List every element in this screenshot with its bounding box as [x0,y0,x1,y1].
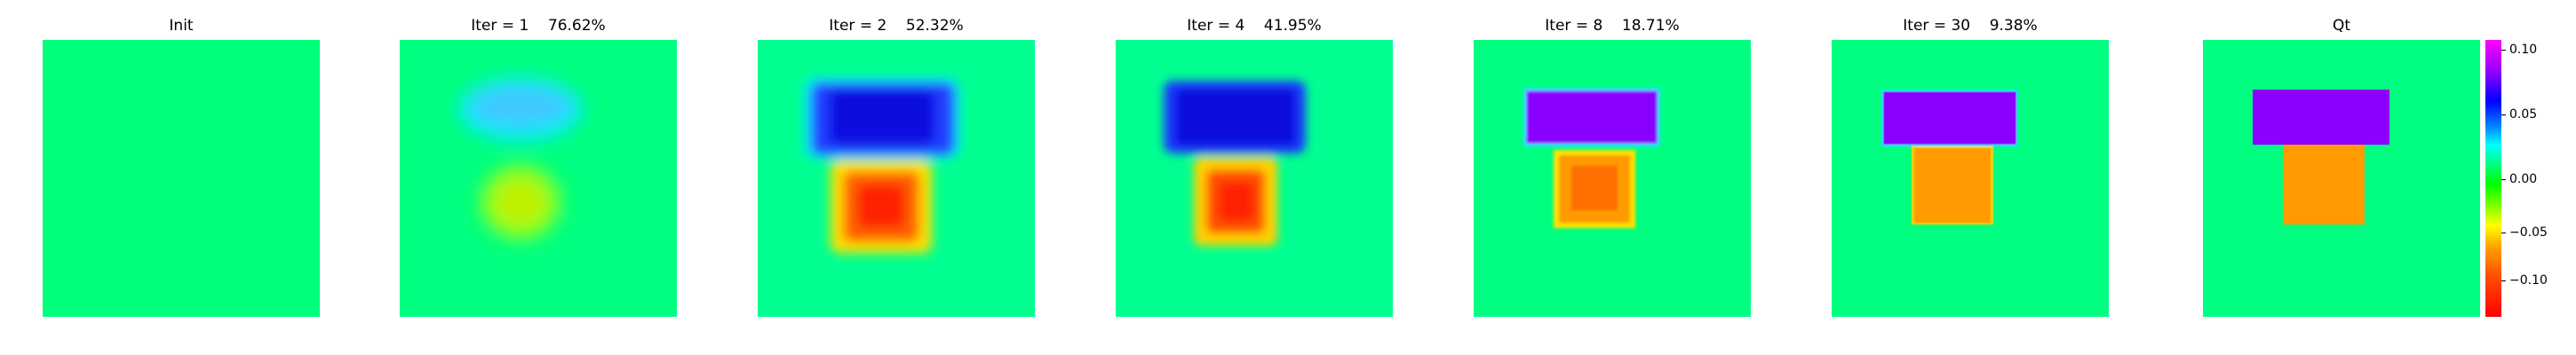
tick-mark [2501,114,2506,115]
heatmap-iter-30 [1832,40,2109,317]
colorbar [2485,40,2501,317]
tick-mark [2501,179,2506,180]
tick-mark [2501,280,2506,281]
panel-iter-2: Iter = 2 52.32% [758,17,1035,317]
tick-label: 0.05 [2509,107,2538,122]
panel-iter-8: Iter = 8 18.71% [1474,17,1751,317]
panel-iter-4: Iter = 4 41.95% [1116,17,1393,317]
heatmap-qt [2203,40,2480,317]
panel-title: Iter = 1 76.62% [471,17,606,35]
panel-title: Init [169,17,194,35]
panel-iter-1: Iter = 1 76.62% [400,17,677,317]
heatmap-init [43,40,320,317]
panel-qt: Qt [2203,17,2480,317]
tick-label: −0.10 [2509,273,2548,288]
heatmap-iter-4 [1116,40,1393,317]
heatmap-iter-1 [400,40,677,317]
tick-label: −0.05 [2509,225,2548,240]
panel-title: Qt [2332,17,2351,35]
tick-mark [2501,50,2506,51]
colorbar-gradient [2485,40,2501,317]
panel-init: Init [43,17,320,317]
tick-label: 0.00 [2509,172,2538,186]
panel-title: Iter = 8 18.71% [1545,17,1680,35]
panel-title: Iter = 2 52.32% [829,17,964,35]
tick-label: 0.10 [2509,43,2538,57]
heatmap-iter-2 [758,40,1035,317]
heatmap-iter-8 [1474,40,1751,317]
panel-title: Iter = 30 9.38% [1903,17,2038,35]
panel-iter-30: Iter = 30 9.38% [1832,17,2109,317]
panel-title: Iter = 4 41.95% [1187,17,1322,35]
